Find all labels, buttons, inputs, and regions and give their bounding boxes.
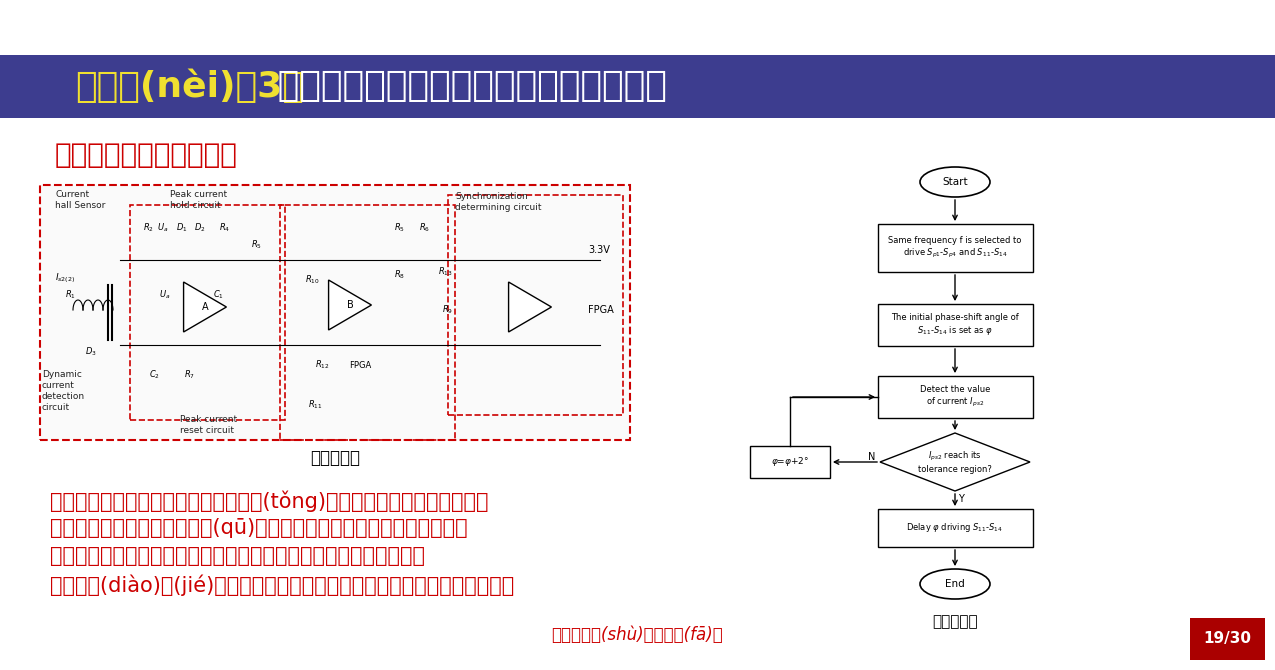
Polygon shape <box>880 433 1030 491</box>
FancyBboxPatch shape <box>1190 618 1265 660</box>
Text: $D_3$: $D_3$ <box>85 346 97 358</box>
Text: ，首先需要應用相同頻率來驅(qū)動兩個激勵源的逆變器，并且判斷反向: ，首先需要應用相同頻率來驅(qū)動兩個激勵源的逆變器，并且判斷反向 <box>50 518 468 538</box>
Text: $I_{ps2}$ reach its
tolerance region?: $I_{ps2}$ reach its tolerance region? <box>918 450 992 474</box>
Text: Delay $\varphi$ driving $S_{11}$-$S_{14}$: Delay $\varphi$ driving $S_{11}$-$S_{14}… <box>907 521 1003 535</box>
Text: Same frequency f is selected to
drive $S_{p1}$-$S_{p4}$ and $S_{11}$-$S_{14}$: Same frequency f is selected to drive $S… <box>889 236 1021 261</box>
Text: $R_7$: $R_7$ <box>185 369 195 381</box>
FancyBboxPatch shape <box>877 304 1033 346</box>
Text: $R_2$: $R_2$ <box>143 222 153 234</box>
Text: End: End <box>945 579 965 589</box>
Polygon shape <box>329 280 371 330</box>
FancyBboxPatch shape <box>0 55 1275 118</box>
Polygon shape <box>184 282 227 332</box>
Text: $R_8$: $R_8$ <box>394 269 405 281</box>
FancyBboxPatch shape <box>40 185 630 440</box>
Text: $R_1$: $R_1$ <box>65 289 76 302</box>
Text: $C_2$: $C_2$ <box>149 369 161 381</box>
FancyBboxPatch shape <box>877 376 1033 418</box>
Text: $R_{11}$: $R_{11}$ <box>307 399 323 411</box>
Text: $D_2$: $D_2$ <box>194 222 205 234</box>
Text: 當某個副邊反向注入能量時，系統(tǒng)中有兩個激勵源，在此情況下: 當某個副邊反向注入能量時，系統(tǒng)中有兩個激勵源，在此情況下 <box>50 490 488 511</box>
Text: $R_9$: $R_9$ <box>442 304 454 316</box>
Text: $C_1$: $C_1$ <box>213 289 223 302</box>
Text: 19/30: 19/30 <box>1204 632 1251 647</box>
Text: 注入的副邊輸入電流是否達到最大，如果沒有達到，則要在該副邊進: 注入的副邊輸入電流是否達到最大，如果沒有達到，則要在該副邊進 <box>50 546 425 566</box>
Text: A: A <box>201 302 208 312</box>
Text: 行移相調(diào)節(jié)，直到該電流達到最大，以此來使得兩個激勵源同步。: 行移相調(diào)節(jié)，直到該電流達到最大，以此來使得兩個激勵源同步。 <box>50 574 514 596</box>
Text: 控制流程圖: 控制流程圖 <box>932 614 978 630</box>
Text: The initial phase-shift angle of
$S_{11}$-$S_{14}$ is set as $\varphi$: The initial phase-shift angle of $S_{11}… <box>891 313 1019 338</box>
Text: 研究內(nèi)容3：: 研究內(nèi)容3： <box>75 69 303 104</box>
Text: N: N <box>867 452 875 462</box>
Text: $\varphi$=$\varphi$+2°: $\varphi$=$\varphi$+2° <box>771 456 810 468</box>
Text: 多激勵源的同步控制方法: 多激勵源的同步控制方法 <box>55 141 238 169</box>
Polygon shape <box>509 282 551 332</box>
Text: Peak current
reset circuit: Peak current reset circuit <box>180 415 237 435</box>
Text: $R_{13}$: $R_{13}$ <box>437 266 453 278</box>
Text: $R_{10}$: $R_{10}$ <box>305 274 320 286</box>
Text: $R_5$: $R_5$ <box>394 222 405 234</box>
Text: $R_4$: $R_4$ <box>219 222 231 234</box>
Text: $R_6$: $R_6$ <box>419 222 431 234</box>
Text: FPGA: FPGA <box>349 360 371 369</box>
Ellipse shape <box>921 569 989 599</box>
Text: $I_{s2(2)}$: $I_{s2(2)}$ <box>55 271 75 285</box>
FancyBboxPatch shape <box>877 224 1033 272</box>
Text: $D_1$: $D_1$ <box>176 222 187 234</box>
Text: Y: Y <box>959 494 964 504</box>
Text: $U_a$: $U_a$ <box>159 289 171 302</box>
Text: B: B <box>347 300 353 310</box>
Text: 基于能量反向注入的推拉式功率增強模式: 基于能量反向注入的推拉式功率增強模式 <box>265 70 667 103</box>
Text: Start: Start <box>942 177 968 187</box>
Text: Synchronization
determining circuit: Synchronization determining circuit <box>455 192 542 212</box>
Text: 3.3V: 3.3V <box>588 245 609 255</box>
Text: $R_{12}$: $R_{12}$ <box>315 358 329 371</box>
Text: Current
hall Sensor: Current hall Sensor <box>55 190 106 210</box>
Text: FPGA: FPGA <box>588 305 613 315</box>
Ellipse shape <box>921 167 989 197</box>
Text: 《電工技術(shù)學報》發(fā)布: 《電工技術(shù)學報》發(fā)布 <box>552 626 723 644</box>
Text: Dynamic
current
detection
circuit: Dynamic current detection circuit <box>42 370 85 412</box>
Text: $R_5$: $R_5$ <box>251 239 263 251</box>
Text: $U_a$: $U_a$ <box>157 222 168 234</box>
Text: Peak current
hold circuit: Peak current hold circuit <box>170 190 227 210</box>
FancyBboxPatch shape <box>750 446 830 478</box>
FancyBboxPatch shape <box>877 509 1033 547</box>
Text: 控制原理圖: 控制原理圖 <box>310 449 360 467</box>
Text: Detect the value
of current $I_{ps2}$: Detect the value of current $I_{ps2}$ <box>919 385 991 409</box>
